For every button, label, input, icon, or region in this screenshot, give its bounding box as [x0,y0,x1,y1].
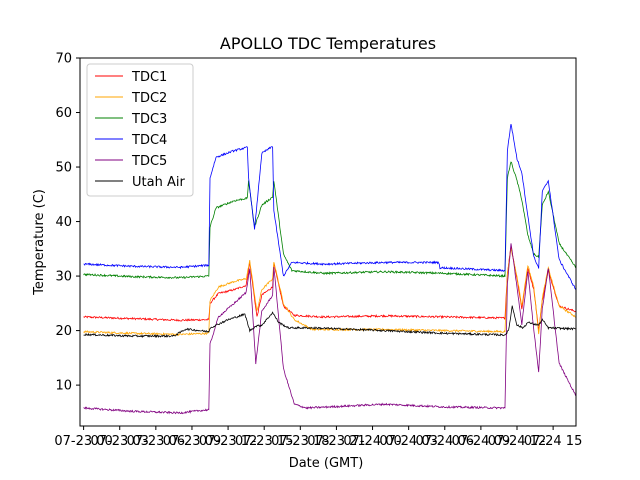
y-axis-label: Temperature (C) [32,189,47,296]
y-axis: 10 20 30 40 50 60 70 [55,52,80,394]
y-tick-label: 60 [55,106,72,121]
series-line-tdc3 [83,161,576,280]
x-tick-label: 07-23 15 [235,434,293,449]
x-tick-label: 07-24 03 [379,434,437,449]
legend-label: TDC5 [131,154,167,169]
y-tick-label: 10 [55,379,72,394]
chart-title: APOLLO TDC Temperatures [220,34,436,53]
x-tick-label: 07-24 00 [343,434,401,449]
x-tick-label: 07-24 12 [488,434,546,449]
x-tick-label: 07-23 06 [127,434,185,449]
y-tick-label: 70 [55,52,72,67]
y-tick-label: 40 [55,215,72,230]
legend-label: Utah Air [132,175,185,190]
plot-frame [79,57,577,427]
x-tick-label: 07-23 21 [307,434,365,449]
legend: TDC1 TDC2 TDC3 TDC4 TDC5 Utah Air [86,63,194,197]
series-line-tdc2 [83,247,576,337]
y-tick-label: 20 [55,324,72,339]
series-line-utah-air [83,305,576,339]
x-tick-label: 07-23 12 [199,434,257,449]
series-line-tdc5 [83,243,576,415]
y-tick-label: 50 [55,161,72,176]
legend-label: TDC1 [131,70,167,85]
series-line-tdc4 [83,124,576,290]
y-tick-label: 30 [55,270,72,285]
x-tick-label: 07-23 18 [271,434,329,449]
series-line-tdc1 [83,246,576,331]
x-tick-label: 07-24 09 [452,434,510,449]
x-tick-label: 07-23 00 [54,434,112,449]
legend-label: TDC3 [131,112,167,127]
x-tick-label: 07-23 09 [163,434,221,449]
legend-label: TDC2 [131,91,167,106]
x-tick-label: 07-23 03 [91,434,149,449]
series-group [83,124,576,415]
legend-label: TDC4 [131,133,167,148]
x-tick-label: 07-24 15 [524,434,582,449]
x-axis-label: Date (GMT) [289,456,364,471]
x-tick-label: 07-24 06 [416,434,474,449]
